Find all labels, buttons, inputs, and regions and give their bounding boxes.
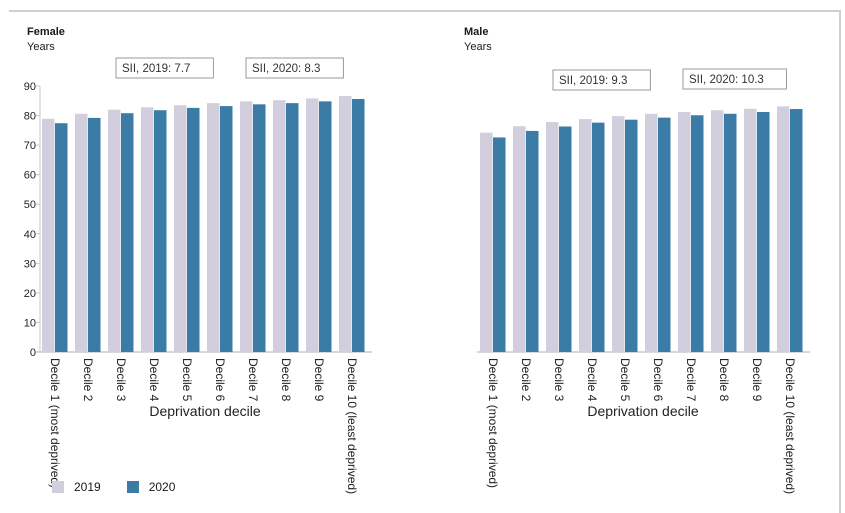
legend-swatch-2020 — [126, 481, 139, 493]
male-x-tick-label: Decile 4 — [585, 358, 599, 402]
male-sii-box — [552, 69, 651, 91]
male-x-tick-label: Decile 3 — [552, 358, 566, 402]
female-bar-2019-decile-2 — [75, 113, 88, 352]
female-x-tick-label: Decile 8 — [279, 358, 293, 402]
male-x-tick-label: Decile 9 — [750, 358, 764, 402]
female-bar-2020-decile-3 — [121, 113, 134, 353]
female-y-tick-label: 0 — [30, 347, 36, 359]
female-bar-2019-decile-5 — [174, 105, 187, 352]
female-x-tick-label: Decile 4 — [147, 358, 161, 402]
female-bar-2019-decile-10 — [339, 96, 352, 352]
male-bar-2019-decile-4 — [579, 119, 592, 352]
male-bar-2019-decile-1 — [480, 132, 493, 352]
female-panel-unit: Years — [27, 41, 55, 53]
female-x-tick-label: Decile 7 — [246, 358, 260, 402]
female-bar-2020-decile-5 — [187, 107, 200, 352]
female-sii-annotation-1: SII, 2019: 7.7 — [115, 57, 214, 79]
female-x-tick-label: Decile 6 — [213, 358, 227, 402]
male-sii-box — [682, 68, 787, 90]
female-y-tick-label: 20 — [24, 288, 36, 300]
male-sii-annotation-1: SII, 2019: 9.3 — [552, 69, 651, 91]
male-x-axis-title: Deprivation decile — [587, 403, 698, 419]
male-bar-2019-decile-10 — [777, 106, 790, 352]
female-bar-2020-decile-8 — [286, 103, 299, 353]
chart-frame — [9, 10, 841, 513]
female-x-tick-label: Decile 2 — [81, 358, 95, 402]
male-bar-2020-decile-4 — [592, 122, 605, 352]
female-sii-annotation-2: SII, 2020: 8.3 — [245, 57, 344, 79]
female-x-tick-label: Decile 9 — [312, 358, 326, 402]
male-bar-2019-decile-7 — [678, 112, 691, 353]
legend-swatch-2019 — [52, 481, 64, 493]
legend-item-2020[interactable]: 2020 — [126, 480, 176, 494]
male-x-tick-label: Decile 7 — [684, 358, 698, 402]
male-panel-title: Male — [464, 26, 489, 38]
female-x-tick-label: Decile 5 — [180, 358, 194, 402]
female-sii-box — [115, 57, 214, 79]
female-bar-2020-decile-9 — [319, 101, 332, 352]
female-y-tick-label: 60 — [24, 170, 36, 182]
male-x-tick-label: Decile 10 (least deprived) — [783, 358, 797, 494]
female-y-tick-label: 80 — [24, 111, 36, 123]
female-bar-2020-decile-4 — [154, 110, 167, 352]
female-panel-title: Female — [27, 26, 65, 38]
legend-label-2020: 2020 — [148, 480, 176, 494]
female-x-axis-title: Deprivation decile — [149, 403, 260, 419]
male-bar-2019-decile-5 — [612, 116, 625, 352]
male-bar-2020-decile-6 — [658, 117, 671, 352]
female-bar-2020-decile-10 — [352, 99, 365, 352]
female-sii-label: SII, 2019: 7.7 — [122, 63, 190, 75]
female-y-tick-label: 90 — [24, 81, 36, 93]
female-bar-2019-decile-7 — [240, 101, 253, 352]
female-bar-2020-decile-7 — [253, 104, 266, 352]
female-bar-2020-decile-1 — [55, 123, 68, 353]
male-bar-2020-decile-9 — [757, 112, 770, 353]
male-bar-2020-decile-7 — [691, 115, 704, 352]
male-x-tick-label: Decile 5 — [618, 358, 632, 402]
female-bar-2019-decile-6 — [207, 103, 220, 353]
female-y-tick-label: 30 — [24, 258, 36, 270]
male-x-tick-label: Decile 1 (most deprived) — [486, 358, 500, 488]
female-x-tick-label: Decile 1 (most deprived) — [48, 358, 62, 488]
female-bar-2019-decile-1 — [42, 118, 55, 352]
male-x-tick-label: Decile 6 — [651, 358, 665, 402]
male-bar-2019-decile-9 — [744, 108, 757, 352]
male-sii-label: SII, 2020: 10.3 — [689, 74, 764, 86]
female-bar-2020-decile-6 — [220, 106, 233, 352]
female-y-tick-label: 40 — [24, 229, 36, 241]
male-bar-2019-decile-2 — [513, 126, 526, 352]
male-bar-2019-decile-8 — [711, 110, 724, 352]
male-bar-2020-decile-3 — [559, 126, 572, 352]
female-sii-label: SII, 2020: 8.3 — [252, 63, 320, 75]
female-x-tick-label: Decile 3 — [114, 358, 128, 402]
female-bar-2019-decile-4 — [141, 107, 154, 352]
female-bar-2019-decile-9 — [306, 98, 319, 352]
male-bar-2019-decile-6 — [645, 113, 658, 352]
male-sii-annotation-2: SII, 2020: 10.3 — [682, 68, 787, 90]
female-bar-2020-decile-2 — [88, 117, 101, 352]
male-x-tick-label: Decile 2 — [519, 358, 533, 402]
male-bar-2020-decile-8 — [724, 113, 737, 352]
male-bar-2020-decile-5 — [625, 119, 638, 353]
female-bar-2019-decile-8 — [273, 100, 286, 352]
female-sii-box — [245, 57, 344, 79]
male-bar-2020-decile-10 — [790, 109, 803, 352]
male-panel-unit: Years — [464, 41, 492, 53]
legend: 2019 2020 — [52, 480, 201, 494]
female-bar-2019-decile-3 — [108, 109, 121, 353]
male-sii-label: SII, 2019: 9.3 — [559, 75, 627, 87]
female-x-tick-label: Decile 10 (least deprived) — [345, 358, 359, 494]
male-bar-2020-decile-1 — [493, 137, 506, 352]
legend-item-2019[interactable]: 2019 — [52, 480, 101, 494]
male-bar-2020-decile-2 — [526, 130, 539, 352]
legend-label-2019: 2019 — [74, 480, 101, 494]
female-y-tick-label: 10 — [24, 317, 36, 329]
male-x-tick-label: Decile 8 — [717, 358, 731, 402]
female-y-tick-label: 50 — [24, 199, 36, 211]
female-y-tick-label: 70 — [24, 140, 36, 152]
male-bar-2019-decile-3 — [546, 122, 559, 353]
